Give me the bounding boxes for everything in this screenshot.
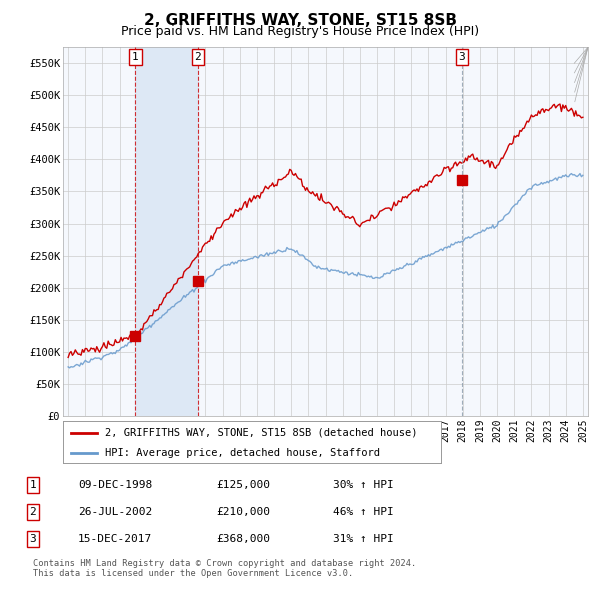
Text: Price paid vs. HM Land Registry's House Price Index (HPI): Price paid vs. HM Land Registry's House … [121, 25, 479, 38]
Text: HPI: Average price, detached house, Stafford: HPI: Average price, detached house, Staf… [104, 448, 380, 457]
Text: 30% ↑ HPI: 30% ↑ HPI [333, 480, 394, 490]
Text: 1: 1 [29, 480, 37, 490]
Text: £125,000: £125,000 [216, 480, 270, 490]
Bar [136, 47, 198, 416]
Text: 46% ↑ HPI: 46% ↑ HPI [333, 507, 394, 517]
Text: 3: 3 [29, 535, 37, 544]
Text: 3: 3 [458, 52, 466, 62]
Text: Contains HM Land Registry data © Crown copyright and database right 2024.: Contains HM Land Registry data © Crown c… [33, 559, 416, 568]
Text: 31% ↑ HPI: 31% ↑ HPI [333, 535, 394, 544]
Text: £368,000: £368,000 [216, 535, 270, 544]
Text: 2, GRIFFITHS WAY, STONE, ST15 8SB: 2, GRIFFITHS WAY, STONE, ST15 8SB [143, 13, 457, 28]
Text: £210,000: £210,000 [216, 507, 270, 517]
Text: 2: 2 [29, 507, 37, 517]
Text: 2, GRIFFITHS WAY, STONE, ST15 8SB (detached house): 2, GRIFFITHS WAY, STONE, ST15 8SB (detac… [104, 428, 417, 438]
Text: 26-JUL-2002: 26-JUL-2002 [78, 507, 152, 517]
Text: 09-DEC-1998: 09-DEC-1998 [78, 480, 152, 490]
Text: 1: 1 [132, 52, 139, 62]
Text: 2: 2 [194, 52, 201, 62]
Text: 15-DEC-2017: 15-DEC-2017 [78, 535, 152, 544]
Text: This data is licensed under the Open Government Licence v3.0.: This data is licensed under the Open Gov… [33, 569, 353, 578]
